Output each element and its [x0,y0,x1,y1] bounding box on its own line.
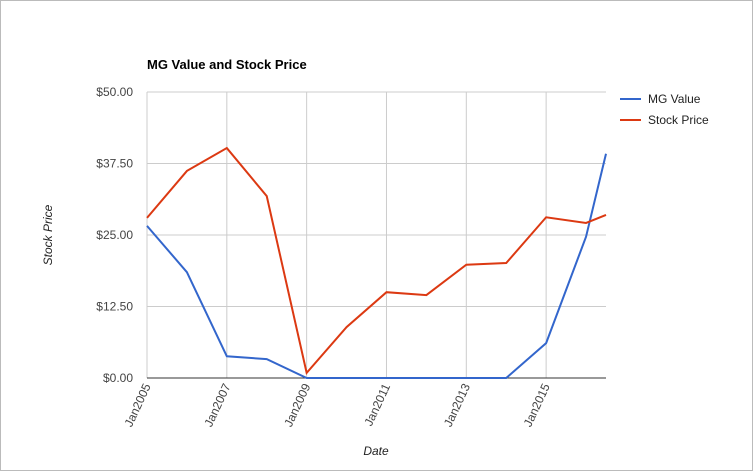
x-axis-label: Date [363,444,389,458]
y-axis-label: Stock Price [41,204,55,265]
chart-title: MG Value and Stock Price [147,57,307,72]
legend-label: MG Value [648,92,701,106]
y-tick-label: $0.00 [103,371,133,385]
series-line [146,146,607,375]
legend-label: Stock Price [648,113,709,127]
series-line [146,153,607,379]
y-tick-label: $12.50 [96,300,133,314]
y-tick-label: $25.00 [96,228,133,242]
y-tick-label: $37.50 [96,157,133,171]
y-tick-label: $50.00 [96,85,133,99]
